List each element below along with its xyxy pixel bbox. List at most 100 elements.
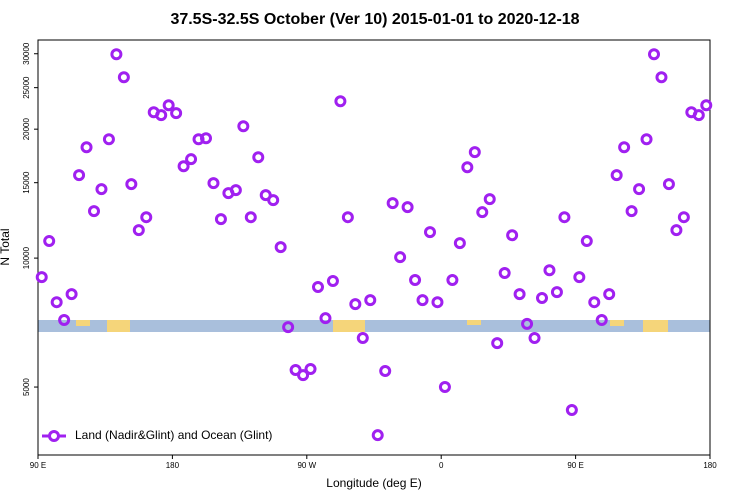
y-tick-label: 30000 [22,42,31,65]
point [618,141,631,154]
x-tick-label: 180 [703,461,717,470]
point [371,429,384,442]
y-tick-label: 25000 [22,76,31,99]
point [536,291,548,304]
point [655,71,668,84]
point [409,273,422,286]
point [140,211,153,224]
y-axis-label: N Total [0,228,12,265]
map-strip [38,320,710,332]
y-tick-label: 15000 [22,171,31,194]
y-tick-label: 5000 [22,378,31,396]
point [155,109,168,122]
point [483,193,496,206]
x-tick-label: 180 [166,461,180,470]
point [356,331,369,344]
point [424,226,436,239]
point [521,317,534,330]
point [506,229,519,242]
point [88,205,100,218]
point [43,235,56,248]
point [446,273,459,286]
point [65,288,78,301]
point [700,99,713,112]
point [73,169,86,182]
point [640,133,653,146]
point [573,271,586,284]
x-axis-label: Longitude (deg E) [326,476,421,490]
point [312,281,324,294]
point [648,48,660,61]
point [207,177,220,190]
point [625,205,638,218]
point [341,211,354,224]
point [267,194,280,207]
point [431,296,444,309]
point [603,288,616,301]
point [177,160,190,173]
legend-marker [48,430,60,442]
point [610,169,623,182]
point [50,296,63,309]
point [461,161,474,174]
point [95,183,108,196]
point [468,146,481,159]
point [677,211,690,224]
legend-label: Land (Nadir&Glint) and Ocean (Glint) [75,428,272,442]
point [595,313,608,326]
point [35,271,48,284]
point [214,213,227,226]
point [633,183,646,196]
point [200,132,212,145]
point [229,184,242,197]
point [491,337,504,350]
x-tick-label: 90 E [567,461,583,470]
point [476,206,489,219]
point [543,264,556,277]
point [588,296,601,309]
point [401,201,414,214]
point [80,141,93,154]
point [102,133,115,146]
plot-frame [37,39,711,456]
x-tick-label: 0 [439,461,444,470]
point [692,109,705,122]
point [252,151,265,164]
point [349,298,362,311]
point [364,294,377,307]
point [565,403,578,416]
y-tick-label: 10000 [22,246,31,269]
x-tick-label: 90 E [30,461,46,470]
point [282,321,295,334]
point [170,107,183,120]
x-tick-label: 90 W [297,461,316,470]
point [237,120,250,133]
point [379,365,392,378]
chart-title: 37.5S-32.5S October (Ver 10) 2015-01-01 … [170,11,579,28]
point [386,197,399,210]
point [416,294,429,307]
point [334,95,347,108]
point [319,312,332,325]
y-tick-label: 20000 [22,117,31,140]
point [117,71,130,84]
point [580,235,593,248]
point [558,211,571,224]
point [394,251,407,264]
point [125,178,138,191]
point [513,288,526,301]
point [58,313,71,326]
point [453,237,466,250]
point [498,267,511,280]
point [550,286,563,299]
point [670,224,683,237]
point [244,211,257,224]
point [326,275,339,288]
point [185,153,198,166]
point [662,178,675,191]
point [438,381,451,394]
point [304,362,317,375]
point [528,331,541,344]
point [274,241,287,254]
